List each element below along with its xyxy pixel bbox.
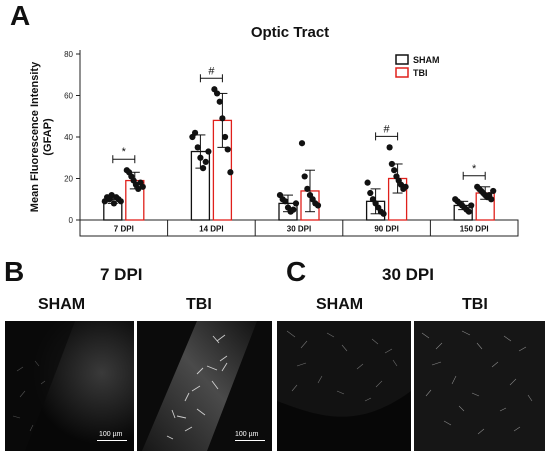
data-point bbox=[191, 129, 199, 136]
data-point bbox=[290, 206, 297, 213]
y-axis-label: Mean Fluorescence Intensity(GFAP) bbox=[29, 61, 54, 212]
legend-label: TBI bbox=[413, 68, 428, 78]
data-point bbox=[199, 165, 207, 172]
data-point bbox=[402, 183, 409, 190]
significance-marker: * bbox=[472, 163, 477, 175]
x-tick-label: 30 DPI bbox=[287, 225, 311, 234]
data-point bbox=[227, 169, 234, 176]
panel-c-heading: 30 DPI bbox=[382, 265, 434, 284]
panel-label-c: C bbox=[286, 256, 307, 287]
legend-swatch-tbi bbox=[395, 67, 409, 78]
panel-c-tbi-label: TBI bbox=[462, 296, 488, 313]
y-axis-label-line: Mean Fluorescence Intensity bbox=[29, 61, 41, 212]
data-point bbox=[219, 115, 226, 122]
bar-chart: Optic Tract Mean Fluorescence Intensity(G… bbox=[29, 24, 519, 237]
data-point bbox=[202, 158, 209, 165]
data-point bbox=[391, 167, 398, 174]
data-point bbox=[139, 183, 146, 190]
data-point bbox=[314, 202, 322, 209]
y-tick-label: 60 bbox=[64, 92, 73, 101]
chart-title: Optic Tract bbox=[251, 24, 329, 41]
panel-b-sham-label: SHAM bbox=[38, 296, 86, 313]
x-tick-label: 7 DPI bbox=[114, 225, 134, 234]
data-point bbox=[465, 208, 473, 215]
y-axis-label-line: (GFAP) bbox=[42, 118, 54, 156]
x-tick-label: 14 DPI bbox=[199, 225, 223, 234]
data-point bbox=[216, 98, 223, 105]
data-point bbox=[301, 173, 308, 180]
data-point bbox=[364, 179, 371, 186]
significance-marker: * bbox=[122, 146, 127, 158]
data-point bbox=[197, 154, 204, 161]
x-tick-label: 90 DPI bbox=[374, 225, 398, 234]
data-point bbox=[304, 185, 311, 192]
y-tick-label: 20 bbox=[64, 175, 73, 184]
data-point bbox=[488, 196, 495, 203]
scale-bar-label: 100 µm bbox=[235, 431, 259, 438]
y-tick-label: 0 bbox=[69, 216, 74, 225]
data-point bbox=[367, 189, 374, 197]
y-tick-label: 80 bbox=[64, 50, 73, 59]
data-point bbox=[380, 210, 387, 217]
data-point bbox=[110, 200, 118, 207]
significance-marker: # bbox=[384, 123, 391, 135]
significance-marker: # bbox=[208, 65, 215, 77]
y-tick-label: 40 bbox=[64, 133, 73, 142]
panel-b-heading: 7 DPI bbox=[100, 265, 143, 284]
data-point bbox=[221, 133, 229, 141]
panel-b-tbi-label: TBI bbox=[186, 296, 212, 313]
data-point bbox=[292, 200, 300, 207]
scale-bar-label: 100 µm bbox=[99, 431, 123, 438]
data-point bbox=[224, 146, 231, 153]
micrograph-30dpi-sham bbox=[277, 321, 411, 451]
data-point bbox=[213, 90, 221, 97]
data-point bbox=[117, 198, 124, 205]
micrograph-30dpi-tbi bbox=[414, 321, 545, 451]
data-point bbox=[386, 144, 393, 151]
legend-swatch-sham bbox=[395, 54, 409, 65]
scale-bar bbox=[235, 440, 265, 441]
data-point bbox=[468, 202, 475, 209]
micrograph-7dpi-sham: 100 µm bbox=[5, 321, 134, 451]
data-point bbox=[388, 160, 395, 168]
micrograph-7dpi-tbi: 100 µm bbox=[137, 321, 272, 451]
panel-c-sham-label: SHAM bbox=[316, 296, 364, 313]
data-point bbox=[298, 140, 306, 147]
panel-label-a: A bbox=[10, 0, 31, 31]
legend-label: SHAM bbox=[413, 55, 440, 65]
x-axis-box bbox=[79, 219, 519, 237]
data-point bbox=[282, 198, 289, 205]
data-point bbox=[490, 187, 497, 195]
x-tick-label: 150 DPI bbox=[460, 225, 489, 234]
scale-bar bbox=[97, 440, 127, 441]
data-point bbox=[205, 148, 212, 155]
panel-label-b: B bbox=[4, 256, 25, 287]
data-point bbox=[194, 144, 201, 151]
